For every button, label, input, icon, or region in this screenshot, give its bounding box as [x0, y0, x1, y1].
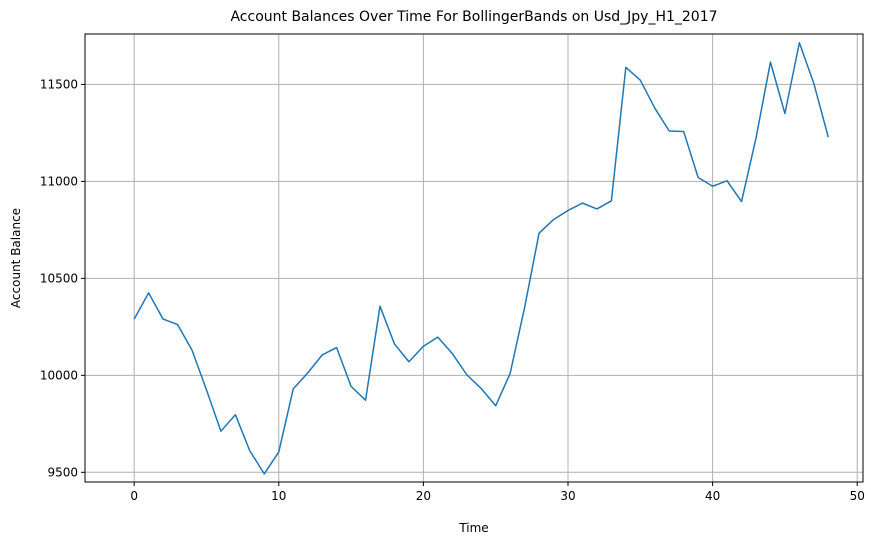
chart-title: Account Balances Over Time For Bollinger… — [230, 9, 717, 25]
y-tick-label: 10500 — [40, 271, 78, 285]
y-tick-label: 11000 — [40, 174, 78, 188]
plot-area-frame — [84, 33, 864, 483]
y-axis-ticks: 9500 10000 10500 11000 11500 — [40, 77, 85, 479]
y-tick-label: 9500 — [47, 465, 78, 479]
x-axis-ticks: 0 10 20 30 40 50 — [130, 482, 865, 503]
y-tick-label: 11500 — [40, 77, 78, 91]
x-axis-label: Time — [458, 521, 488, 535]
x-tick-label: 20 — [416, 489, 431, 503]
x-tick-label: 50 — [850, 489, 865, 503]
x-tick-label: 40 — [705, 489, 720, 503]
x-gridlines — [133, 34, 858, 482]
x-tick-label: 10 — [271, 489, 286, 503]
y-tick-label: 10000 — [40, 368, 78, 382]
x-tick-label: 30 — [560, 489, 575, 503]
x-tick-label: 0 — [130, 489, 138, 503]
y-axis-label: Account Balance — [9, 208, 23, 308]
balance-series-line — [133, 41, 830, 475]
y-gridlines — [85, 83, 863, 473]
